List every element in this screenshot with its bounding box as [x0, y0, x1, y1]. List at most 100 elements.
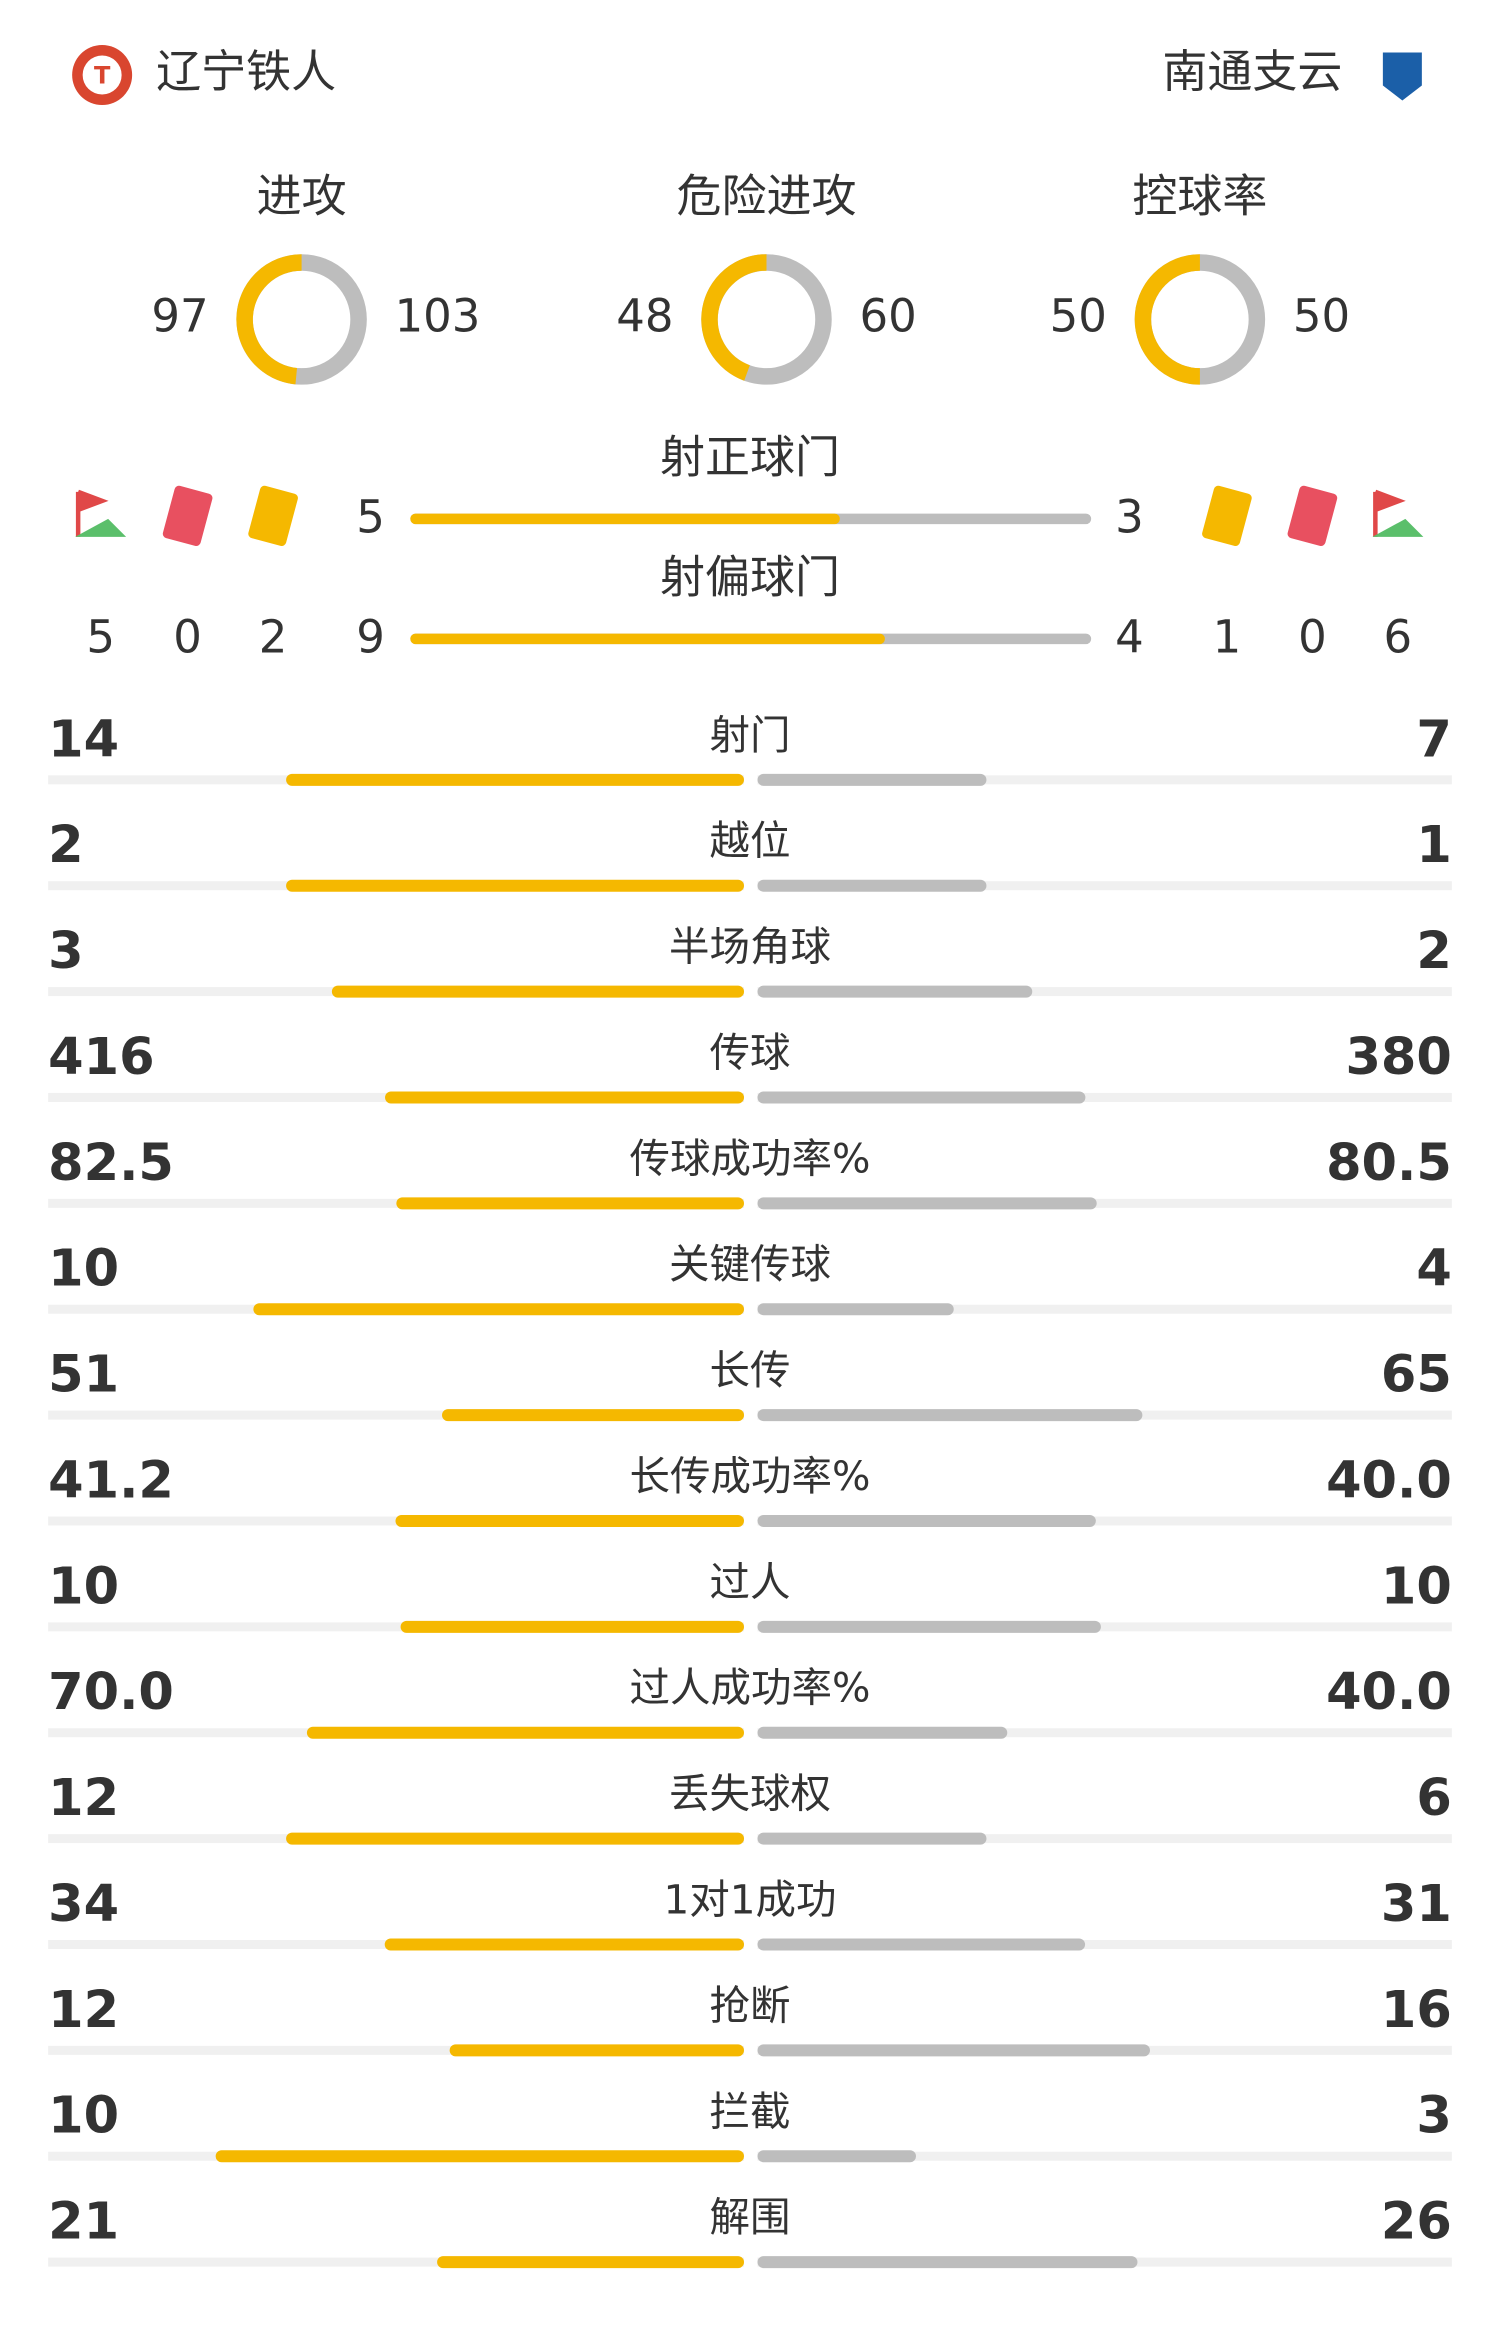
stat-home-bar	[286, 879, 745, 892]
stat-away-value: 26	[1381, 2193, 1452, 2252]
stat-home-value: 416	[48, 1028, 154, 1087]
away-red: 0	[1298, 610, 1327, 663]
stat-away-bar	[757, 1726, 1008, 1739]
stat-away-bar	[757, 1620, 1101, 1633]
stat-away-value: 16	[1381, 1981, 1452, 2040]
stat-track	[757, 1939, 1452, 1949]
stat-away-value: 3	[1416, 2087, 1451, 2146]
stat-label: 长传成功率%	[630, 1452, 871, 1500]
discipline-icons	[75, 485, 1424, 546]
stat-track	[48, 2257, 745, 2267]
stat-away-value: 1	[1416, 816, 1451, 875]
stat-home-value: 12	[48, 1981, 119, 2040]
shot-home-value: 9	[356, 610, 385, 663]
red-card-icon	[1287, 485, 1338, 546]
stat-home-bar	[286, 1832, 745, 1845]
stat-away-bar	[757, 2044, 1150, 2057]
stat-label: 拦截	[710, 2087, 791, 2135]
stat-track	[757, 1198, 1452, 1208]
ring-label: 进攻	[257, 169, 347, 222]
stat-home-value: 10	[48, 1557, 119, 1616]
yellow-card-icon	[248, 485, 298, 546]
ring-home-value: 48	[616, 289, 673, 342]
stat-home-bar	[400, 1620, 745, 1633]
stat-track	[757, 1304, 1452, 1314]
shot-home-value: 5	[356, 490, 385, 543]
stat-home-bar	[286, 773, 745, 786]
stat-home-bar	[395, 1514, 745, 1527]
stat-away-bar	[757, 1303, 954, 1316]
stat-home-value: 10	[48, 2087, 119, 2146]
stat-away-value: 380	[1345, 1028, 1451, 1087]
stat-away-value: 10	[1381, 1557, 1452, 1616]
shot-label: 射偏球门	[660, 550, 840, 603]
stat-home-value: 21	[48, 2193, 119, 2252]
away-yellow: 1	[1213, 610, 1242, 663]
stat-home-value: 34	[48, 1875, 119, 1934]
stat-label: 丢失球权	[669, 1770, 831, 1818]
ring-home	[701, 254, 767, 381]
stat-home-value: 3	[48, 922, 83, 981]
home-logo-inner	[82, 55, 122, 95]
stat-label: 过人	[710, 1558, 791, 1606]
stat-track	[757, 1834, 1452, 1844]
stat-away-bar	[757, 985, 1033, 998]
stat-home-bar	[437, 2256, 745, 2269]
stat-track	[48, 1410, 745, 1420]
stat-home-value: 14	[48, 710, 119, 769]
stat-label: 抢断	[710, 1981, 791, 2029]
stat-label: 半场角球	[669, 923, 831, 971]
shot-away-value: 3	[1115, 490, 1144, 543]
home-yellow: 2	[259, 610, 288, 663]
stat-track	[757, 987, 1452, 997]
stat-away-bar	[757, 1832, 987, 1845]
away-corners: 6	[1384, 610, 1413, 663]
corner-icon	[75, 489, 109, 537]
stat-home-bar	[442, 1409, 745, 1422]
stat-home-bar	[306, 1726, 745, 1739]
red-card-icon	[162, 485, 213, 546]
corner-icon	[75, 518, 127, 537]
stat-away-bar	[757, 1197, 1097, 1210]
stat-away-value: 4	[1416, 1240, 1451, 1299]
ring-home-value: 50	[1050, 289, 1107, 342]
stat-away-value: 65	[1381, 1346, 1452, 1405]
stat-home-value: 51	[48, 1346, 119, 1405]
stat-track	[757, 2151, 1452, 2161]
ring-label: 控球率	[1132, 169, 1267, 222]
stat-label: 关键传球	[669, 1240, 831, 1288]
stat-track	[757, 1728, 1452, 1738]
stat-track	[757, 1622, 1452, 1632]
stat-label: 传球	[710, 1028, 791, 1076]
stat-label: 解围	[710, 2193, 791, 2241]
stat-track	[757, 881, 1452, 891]
stat-track	[757, 1092, 1452, 1102]
stat-away-value: 40.0	[1326, 1451, 1452, 1510]
stat-away-bar	[757, 1514, 1096, 1527]
shot-away-value: 4	[1115, 610, 1144, 663]
stat-away-bar	[757, 1091, 1086, 1104]
stat-home-bar	[396, 1197, 745, 1210]
stat-home-bar	[253, 1303, 745, 1316]
away-team: 南通支云	[1162, 45, 1342, 98]
stat-home-value: 41.2	[48, 1451, 174, 1510]
stat-away-bar	[757, 1938, 1086, 1951]
stat-track	[48, 1198, 745, 1208]
stat-home-value: 82.5	[48, 1134, 174, 1193]
stat-home-value: 12	[48, 1769, 119, 1828]
home-team: 辽宁铁人	[156, 45, 336, 98]
stat-home-value: 70.0	[48, 1663, 174, 1722]
ring-away-value: 60	[859, 289, 916, 342]
stat-label: 越位	[710, 817, 791, 865]
stat-away-value: 2	[1416, 922, 1451, 981]
ring-home	[1134, 254, 1201, 385]
stat-away-value: 80.5	[1326, 1134, 1452, 1193]
stat-home-value: 10	[48, 1240, 119, 1299]
corner-icon	[1372, 518, 1424, 537]
stat-away-value: 40.0	[1326, 1663, 1452, 1722]
corner-icon	[1373, 489, 1406, 537]
away-logo	[1382, 52, 1422, 101]
stat-home-bar	[449, 2044, 745, 2057]
ring-away-value: 50	[1293, 289, 1350, 342]
